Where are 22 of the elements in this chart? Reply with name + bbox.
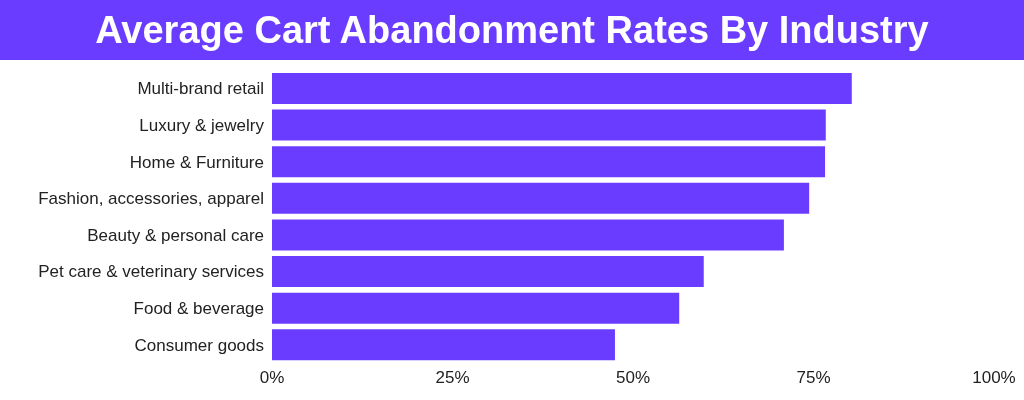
y-tick-label: Beauty & personal care	[87, 225, 264, 245]
bar	[272, 292, 680, 324]
y-tick-label: Multi-brand retail	[137, 79, 264, 99]
bar	[272, 256, 704, 288]
chart-title: Average Cart Abandonment Rates By Industry	[0, 0, 1024, 60]
bar	[272, 72, 852, 104]
x-tick-label: 25%	[435, 368, 470, 388]
x-tick-label: 75%	[796, 368, 831, 388]
y-tick-label: Home & Furniture	[129, 152, 264, 172]
bar	[272, 109, 826, 141]
y-tick-label: Luxury & jewelry	[139, 115, 265, 135]
y-tick-label: Pet care & veterinary services	[38, 262, 264, 282]
bar	[272, 329, 615, 361]
bar	[272, 182, 810, 214]
x-tick-label: 0%	[259, 368, 285, 388]
x-tick-label: 100%	[972, 368, 1016, 388]
bar	[272, 219, 784, 251]
y-tick-label: Consumer goods	[134, 335, 264, 355]
y-tick-label: Fashion, accessories, apparel	[38, 189, 264, 209]
bar	[272, 146, 826, 178]
x-tick-label: 50%	[615, 368, 651, 388]
y-tick-label: Food & beverage	[133, 299, 264, 319]
